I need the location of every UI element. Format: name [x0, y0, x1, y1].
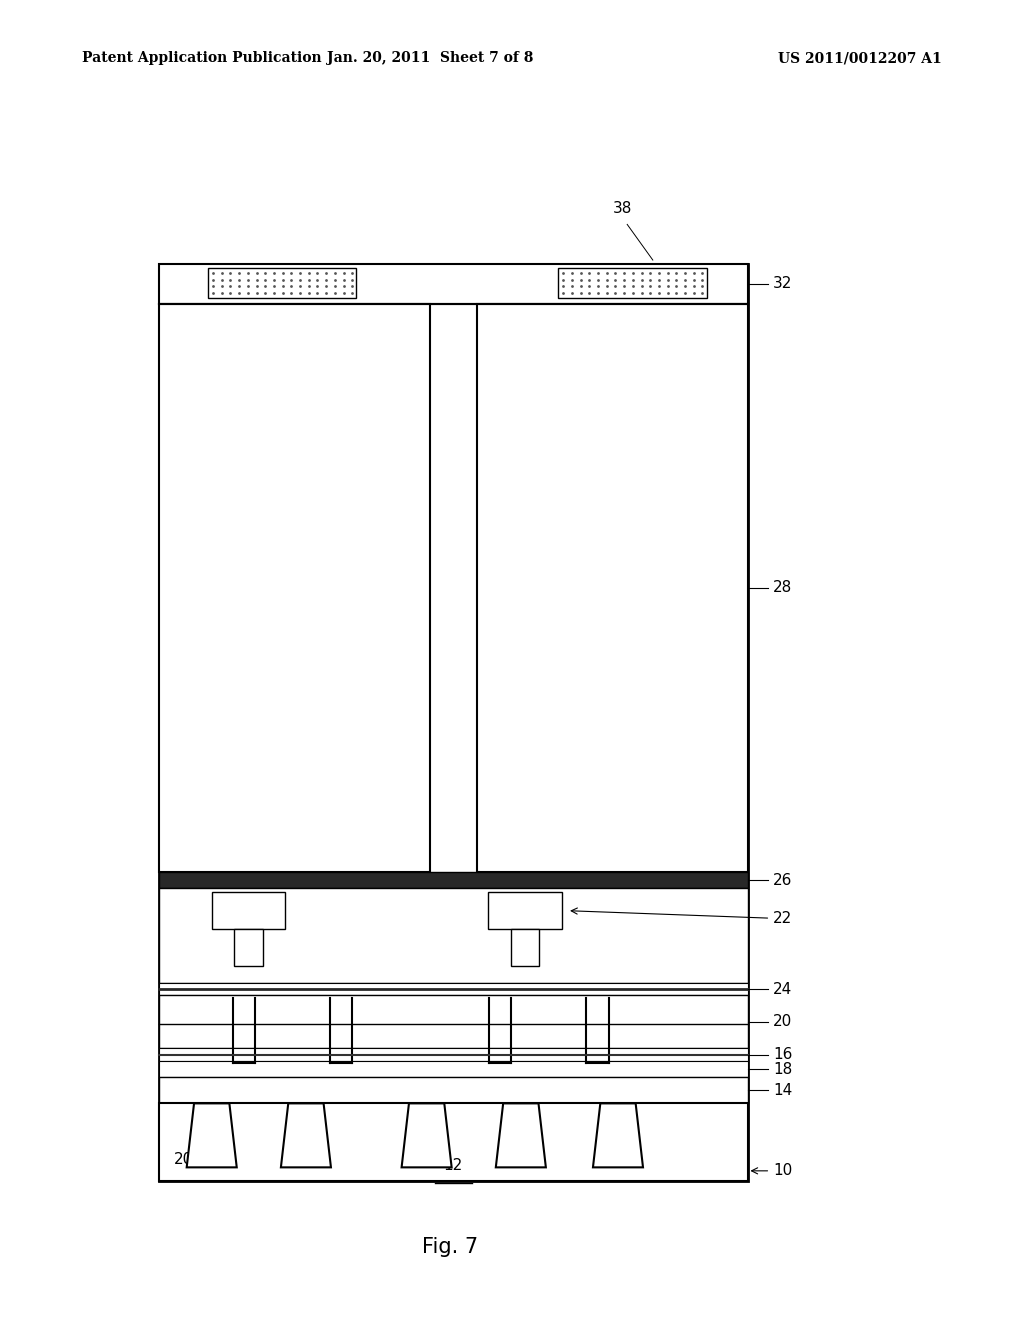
Bar [159, 873, 748, 888]
Bar [234, 929, 262, 966]
Text: Jan. 20, 2011  Sheet 7 of 8: Jan. 20, 2011 Sheet 7 of 8 [327, 51, 534, 65]
Text: 10: 10 [752, 1163, 793, 1179]
Bar [159, 1104, 748, 1181]
Text: 20: 20 [174, 1152, 194, 1167]
Polygon shape [593, 1104, 643, 1167]
Text: 26: 26 [773, 873, 793, 888]
Text: 14: 14 [773, 1082, 793, 1098]
Text: 20: 20 [773, 1014, 793, 1030]
Text: 38: 38 [612, 201, 632, 216]
Polygon shape [281, 1104, 331, 1167]
Bar [558, 268, 707, 298]
Bar [159, 888, 748, 983]
Bar [208, 268, 356, 298]
Polygon shape [496, 1104, 546, 1167]
Text: 16: 16 [773, 1047, 793, 1063]
Text: 12: 12 [443, 1158, 463, 1173]
Text: US 2011/0012207 A1: US 2011/0012207 A1 [778, 51, 942, 65]
Bar [159, 264, 748, 304]
Bar [159, 304, 430, 873]
Bar [511, 929, 540, 966]
Bar [159, 983, 748, 995]
Text: Fig. 7: Fig. 7 [423, 1237, 478, 1258]
Bar [159, 1048, 748, 1061]
Text: 28: 28 [773, 581, 793, 595]
Bar [159, 995, 748, 1048]
Bar [477, 304, 748, 873]
Bar [159, 264, 748, 1181]
Polygon shape [401, 1104, 452, 1167]
Text: 32: 32 [773, 276, 793, 292]
Polygon shape [186, 1104, 237, 1167]
Text: 22: 22 [571, 908, 793, 927]
Text: Patent Application Publication: Patent Application Publication [82, 51, 322, 65]
Bar [488, 892, 562, 929]
Bar [159, 1077, 748, 1104]
Bar [159, 1061, 748, 1077]
Bar [212, 892, 286, 929]
Text: 18: 18 [773, 1061, 793, 1077]
Text: 24: 24 [773, 982, 793, 997]
